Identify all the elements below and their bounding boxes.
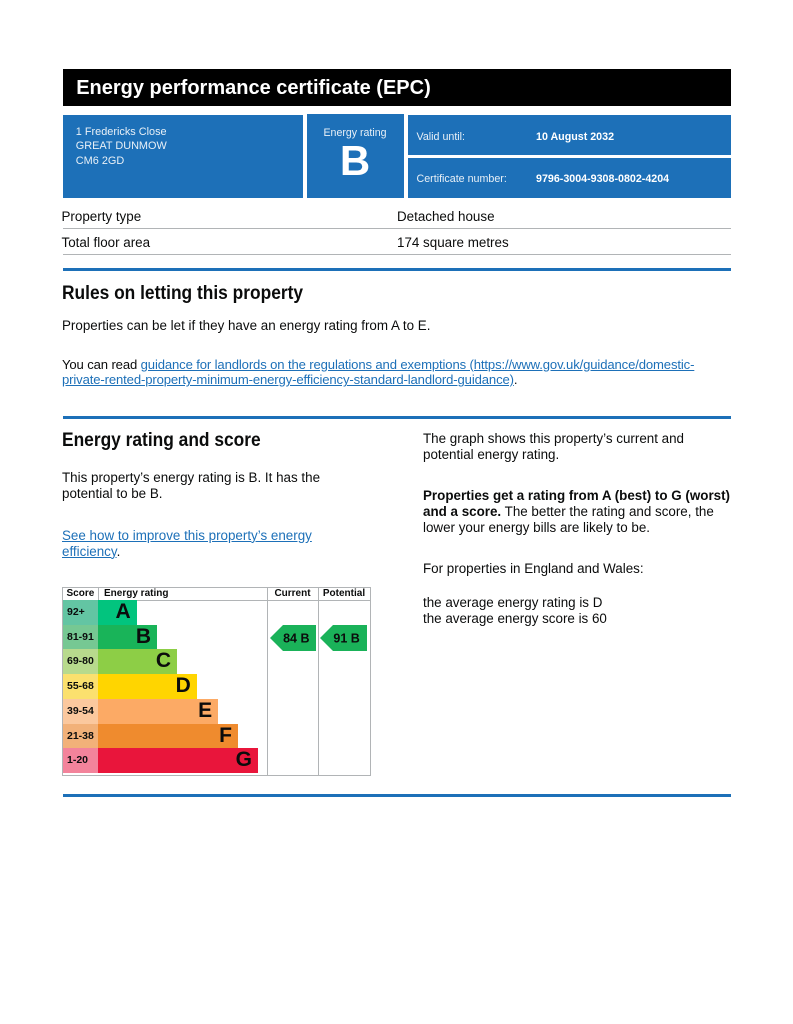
- svg-text:91 B: 91 B: [334, 632, 360, 646]
- svg-text:84 B: 84 B: [283, 632, 309, 646]
